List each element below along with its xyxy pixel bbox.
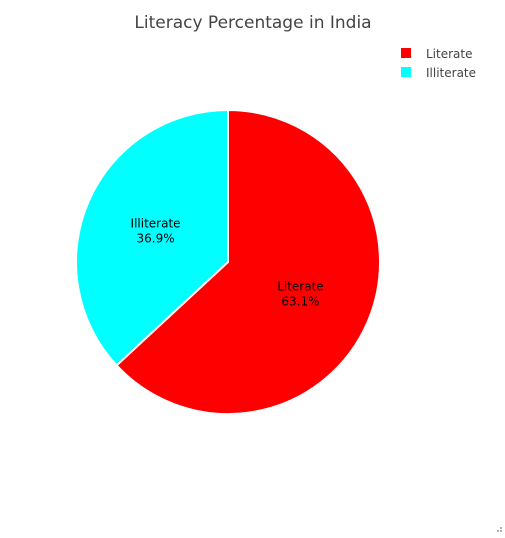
legend-label: Illiterate [426, 66, 476, 80]
legend-label: Literate [426, 47, 472, 61]
legend[interactable]: Literate Illiterate [401, 47, 476, 80]
legend-item-literate[interactable]: Literate [401, 47, 472, 61]
pie-slice-literate[interactable] [115, 108, 381, 415]
legend-swatch [401, 48, 411, 58]
slice-label-percent: 63.1% [281, 295, 319, 309]
chart-title: Literacy Percentage in India [134, 13, 371, 33]
resize-grip-icon[interactable] [497, 527, 502, 532]
pie-slice-illiterate[interactable] [75, 108, 229, 367]
legend-swatch [401, 67, 411, 77]
pie-slices [75, 108, 381, 415]
slice-label-category: Literate [277, 280, 323, 294]
legend-item-illiterate[interactable]: Illiterate [401, 66, 476, 80]
slice-label-category: Illiterate [131, 216, 181, 230]
slice-label-percent: 36.9% [136, 231, 174, 245]
